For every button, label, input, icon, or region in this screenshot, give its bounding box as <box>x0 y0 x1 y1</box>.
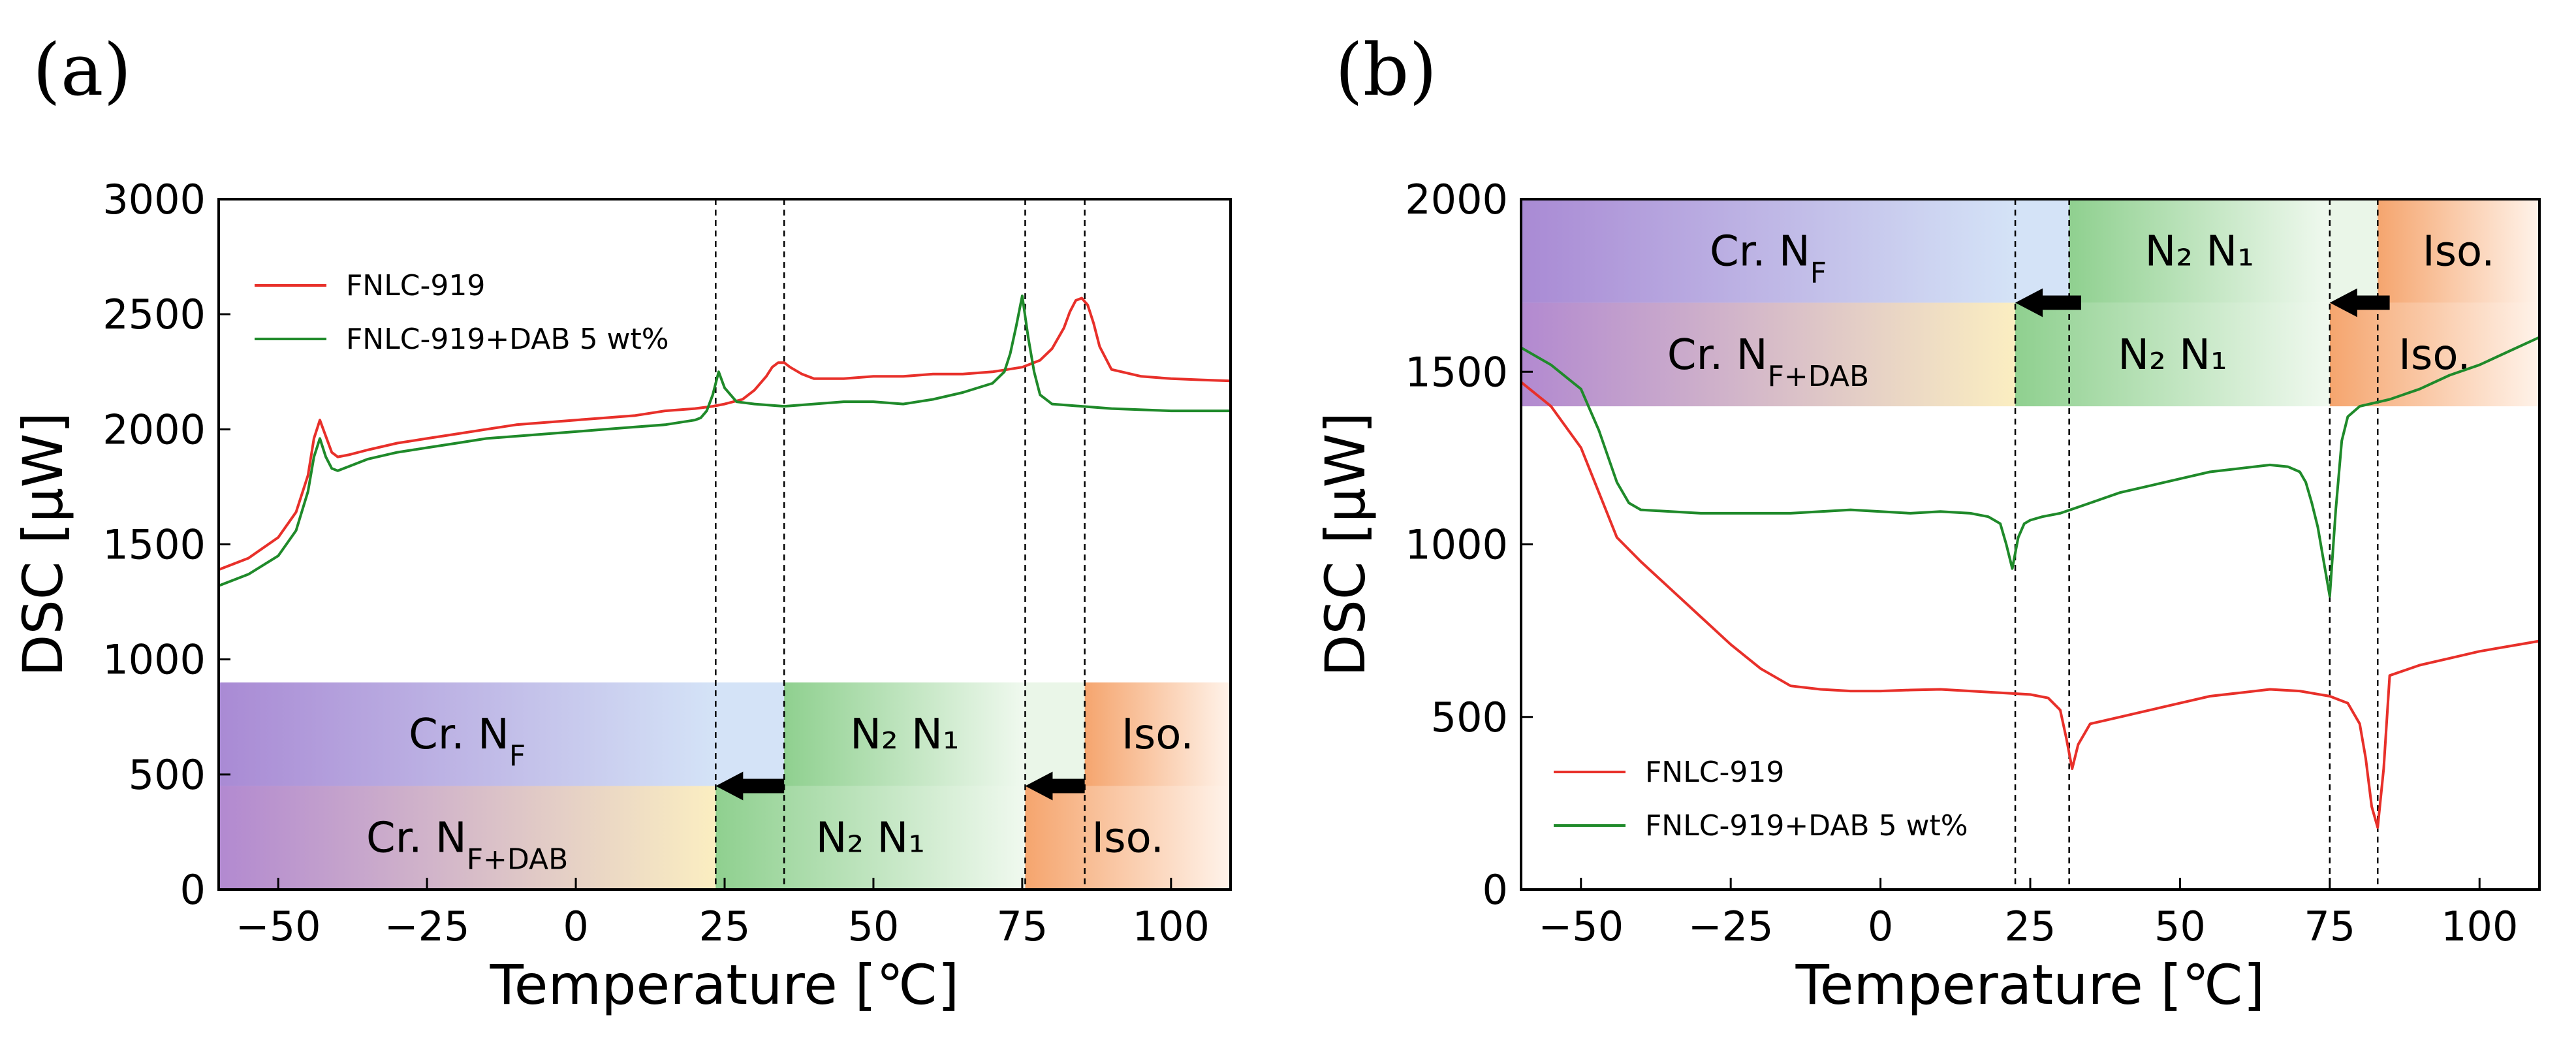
phase-arrow-0 <box>2015 288 2081 317</box>
x-tick-label-1: −25 <box>1688 903 1774 950</box>
x-tick-label-5: 75 <box>2304 903 2355 950</box>
x-tick-label-3: 25 <box>699 903 751 950</box>
x-axis-title: Temperature [℃] <box>1795 953 2265 1017</box>
x-axis-title: Temperature [℃] <box>490 953 960 1017</box>
y-axis-title: DSC [μW] <box>1313 412 1377 677</box>
phase-band-upper-1 <box>715 682 785 786</box>
phase-band-lower-1 <box>715 786 1026 890</box>
phase-label-lower-0: Cr. NF+DAB <box>366 814 568 876</box>
x-tick-label-2: 0 <box>563 903 588 950</box>
phase-band-upper-1 <box>2015 199 2069 303</box>
legend-label-1: FNLC-919+DAB 5 wt% <box>346 323 669 356</box>
y-tick-label-6: 3000 <box>102 176 206 223</box>
x-tick-label-3: 25 <box>2005 903 2056 950</box>
series-line-0 <box>1520 381 2540 829</box>
y-tick-label-1: 500 <box>129 751 206 799</box>
chart-panel-a: Cr. NF N₂ N₁ Iso. Cr. NF+DAB N₂ N₁ Iso. −50 −25… <box>11 176 1232 1017</box>
phase-band-upper-2 <box>2069 199 2330 303</box>
phase-label-upper-4: Iso. <box>1122 711 1194 759</box>
phase-band-upper-4 <box>2378 199 2539 303</box>
legend-label-0: FNLC-919 <box>1645 756 1784 789</box>
y-tick-label-3: 1500 <box>102 521 206 569</box>
x-tick-label-4: 50 <box>847 903 899 950</box>
series-line-1 <box>1520 336 2540 598</box>
phase-band-lower-2 <box>1025 786 1231 890</box>
phase-arrow-1 <box>1025 771 1085 801</box>
x-tick-label-5: 75 <box>996 903 1048 950</box>
phase-band-upper-3 <box>2329 199 2378 303</box>
phase-arrow-0 <box>715 771 785 801</box>
phase-label-lower-0: Cr. NF+DAB <box>1667 331 1869 393</box>
x-tick-label-0: −50 <box>236 903 321 950</box>
phase-arrow-1 <box>2329 288 2390 317</box>
phase-label-upper-0: Cr. NF <box>409 711 526 773</box>
panel-label-b: (b) <box>1335 28 1437 112</box>
y-axis-title: DSC [μW] <box>11 412 75 677</box>
series-line-1 <box>218 295 1231 587</box>
chart-panel-b: Cr. NF N₂ N₁ Iso.Cr. NF+DAB N₂ N₁ Iso.−50 −25… <box>1313 176 2541 1017</box>
phase-label-upper-4: Iso. <box>2423 227 2495 276</box>
x-tick-label-6: 100 <box>1133 903 1210 950</box>
x-tick-label-6: 100 <box>2441 903 2518 950</box>
x-tick-label-1: −25 <box>385 903 470 950</box>
panel-label-a: (a) <box>33 28 131 112</box>
phase-label-upper-2: N₂ N₁ <box>850 711 959 759</box>
phase-label-upper-0: Cr. NF <box>1710 227 1827 289</box>
x-tick-label-2: 0 <box>1868 903 1893 950</box>
phase-band-lower-1 <box>2015 302 2330 407</box>
phase-label-lower-1: N₂ N₁ <box>2118 331 2227 379</box>
phase-label-lower-1: N₂ N₁ <box>816 814 925 863</box>
y-tick-label-0: 0 <box>1483 866 1508 914</box>
phase-label-upper-2: N₂ N₁ <box>2145 227 2254 276</box>
x-tick-label-4: 50 <box>2154 903 2206 950</box>
phase-band-upper-0 <box>219 682 716 786</box>
series-line-0 <box>218 297 1231 571</box>
y-tick-label-0: 0 <box>180 866 206 914</box>
y-tick-label-3: 1500 <box>1405 348 1508 396</box>
phase-band-lower-0 <box>1521 302 2016 407</box>
y-tick-label-1: 500 <box>1431 694 1508 741</box>
y-tick-label-2: 1000 <box>102 636 206 684</box>
y-tick-label-2: 1000 <box>1405 521 1508 569</box>
x-tick-label-0: −50 <box>1538 903 1624 950</box>
phase-band-upper-4 <box>1084 682 1231 786</box>
phase-band-upper-3 <box>1025 682 1085 786</box>
y-tick-label-4: 2000 <box>102 406 206 453</box>
legend-label-1: FNLC-919+DAB 5 wt% <box>1645 809 1968 842</box>
y-tick-label-5: 2500 <box>102 291 206 338</box>
phase-band-upper-2 <box>784 682 1026 786</box>
y-tick-label-4: 2000 <box>1405 176 1508 223</box>
phase-label-lower-2: Iso. <box>1092 814 1164 863</box>
phase-band-upper-0 <box>1521 199 2016 303</box>
phase-band-lower-0 <box>219 786 716 890</box>
legend-label-0: FNLC-919 <box>346 269 485 302</box>
